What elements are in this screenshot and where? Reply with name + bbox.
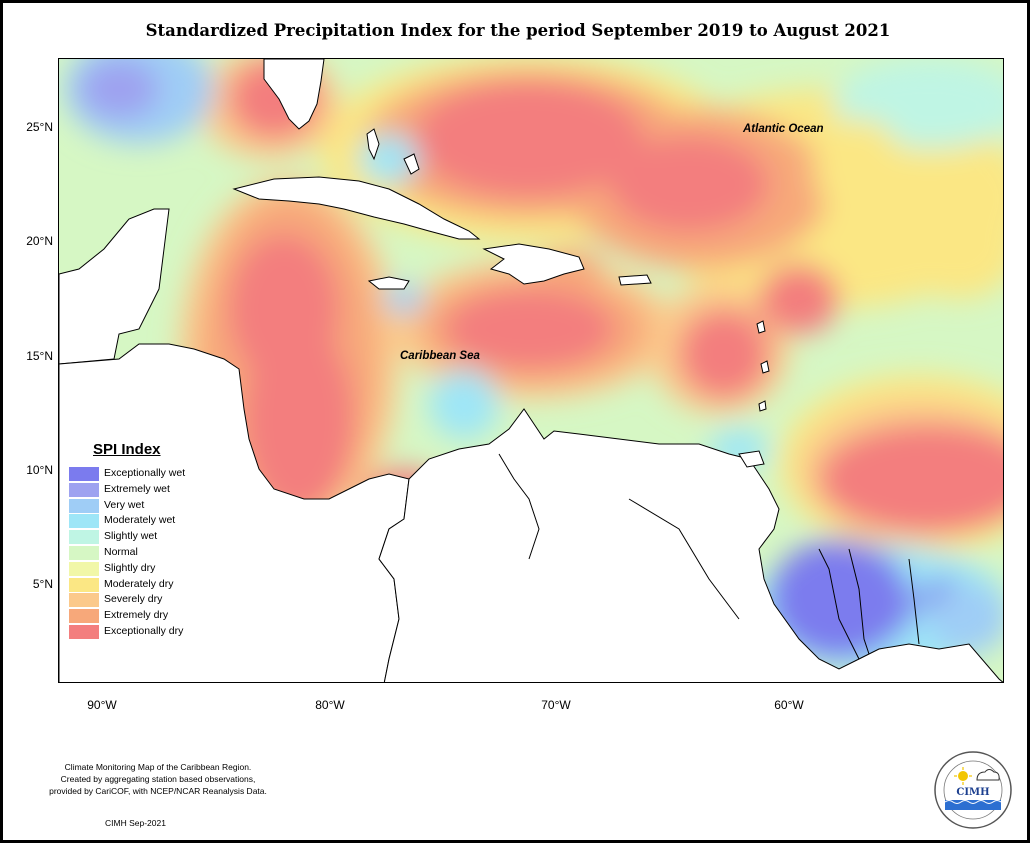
legend-label: Exceptionally wet [104, 467, 186, 479]
legend-item: Exceptionally dry [67, 625, 217, 640]
lat-label-20n: 20°N [26, 234, 53, 248]
lon-label-90w: 90°W [87, 698, 117, 712]
legend-swatch [69, 577, 99, 592]
legend-label: Exceptionally dry [104, 625, 184, 637]
credit-line-2: Created by aggregating station based obs… [60, 774, 256, 784]
legend-swatch [69, 530, 99, 545]
spi-map: Atlantic Ocean Caribbean Sea [58, 58, 1004, 683]
legend-item: Slightly wet [67, 530, 217, 545]
legend-title: SPI Index [93, 441, 161, 458]
lon-label-60w: 60°W [774, 698, 804, 712]
legend-label: Extremely dry [104, 609, 169, 622]
legend-item: Normal [67, 546, 217, 561]
legend-swatch [69, 561, 99, 576]
legend-swatch [69, 498, 99, 513]
legend-item: Slightly dry [67, 561, 217, 577]
legend-swatch [69, 546, 99, 560]
lon-label-80w: 80°W [315, 698, 345, 712]
legend-swatch [69, 593, 99, 608]
legend-item: Moderately wet [67, 514, 217, 529]
legend-label: Moderately wet [104, 514, 176, 527]
legend-label: Very wet [104, 498, 145, 511]
country-borders [498, 453, 920, 660]
legend-item: Severely dry [67, 593, 217, 608]
date-stamp: CIMH Sep-2021 [105, 818, 166, 828]
credit-line-1: Climate Monitoring Map of the Caribbean … [64, 762, 252, 772]
legend-label: Extremely wet [104, 482, 170, 495]
lat-label-5n: 5°N [32, 577, 53, 591]
lat-label-10n: 10°N [26, 463, 53, 477]
atlantic-ocean-label: Atlantic Ocean [743, 123, 824, 135]
legend-item: Exceptionally wet [67, 467, 217, 482]
legend-swatch [69, 482, 99, 497]
map-title: Standardized Precipitation Index for the… [145, 21, 891, 40]
lat-label-15n: 15°N [26, 349, 53, 363]
legend-swatch [69, 625, 99, 639]
legend-swatch [69, 467, 99, 481]
legend-swatch [69, 514, 99, 529]
cimh-logo-icon: CIMH [933, 750, 1013, 830]
cimh-logo-graphic [934, 751, 1012, 829]
credit-line-3: provided by CariCOF, with NCEP/NCAR Rean… [49, 786, 267, 796]
legend-item: Extremely dry [67, 609, 217, 624]
legend-swatch [69, 609, 99, 624]
spi-map-canvas [59, 59, 1003, 682]
legend-label: Severely dry [104, 593, 163, 606]
logo-text: CIMH [956, 787, 990, 798]
legend-label: Normal [104, 546, 138, 558]
lat-label-25n: 25°N [26, 120, 53, 134]
legend-item: Moderately dry [67, 577, 217, 593]
legend-item: Very wet [67, 498, 217, 514]
legend-item: Extremely wet [67, 482, 217, 498]
caribbean-sea-label: Caribbean Sea [400, 350, 480, 362]
legend-label: Slightly wet [104, 530, 158, 543]
map-credit: Climate Monitoring Map of the Caribbean … [33, 761, 283, 797]
land-outlines [59, 59, 1003, 682]
legend-label: Moderately dry [104, 577, 174, 590]
legend-label: Slightly dry [104, 561, 156, 574]
lon-label-70w: 70°W [541, 698, 571, 712]
